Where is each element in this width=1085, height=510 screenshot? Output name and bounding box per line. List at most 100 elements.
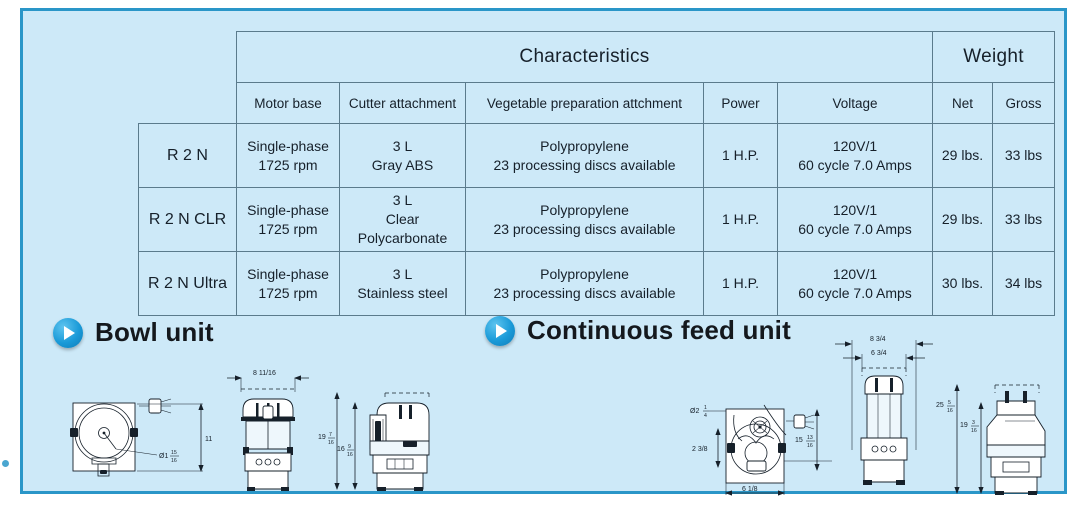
cell-vegetable-prep: Polypropylene 23 processing discs availa… [465,123,704,188]
line-1: Single-phase [247,137,329,154]
column-header-net: Net [932,82,994,124]
line-2: 60 cycle 7.0 Amps [798,220,912,237]
dim-width: 8 11/16 [253,370,276,377]
column-header-motor-base: Motor base [236,82,340,124]
table-column-header-row: Motor base Cutter attachment Vegetable p… [139,82,1056,124]
dim-height: 11 [205,436,212,443]
line-2: 1725 rpm [258,156,318,173]
table-row: R 2 N CLR Single-phase 1725 rpm 3 L Clea… [138,187,1056,252]
bowl-unit-top-view: Ø1 15 16 11 [61,386,236,491]
line-1: 120V/1 [832,201,878,218]
dim-height-whole: 15 [795,437,803,444]
line-2: Clear Polycarbonate [357,211,448,246]
dim-overall-height-whole: 25 [936,402,944,409]
group-header-weight: Weight [932,31,1056,83]
spec-panel: Characteristics Weight Motor base Cutter… [20,8,1067,496]
dim-height-den: 16 [807,443,813,449]
line-1: Polypropylene [540,137,629,154]
dim-feed-diameter-prefix: Ø2 [690,408,699,415]
column-header-power: Power [703,82,778,124]
dim-inner-width: 6 3/4 [871,350,887,357]
line-1: 120V/1 [832,265,878,282]
continuous-feed-top-view: Ø2 1 4 [668,391,833,503]
dim-body-height-num: 3 [972,420,975,426]
line-2: 23 processing discs available [493,156,676,173]
cell-voltage: 120V/1 60 cycle 7.0 Amps [776,251,934,316]
table-row: R 2 N Single-phase 1725 rpm 3 L Gray ABS… [138,123,1056,188]
line-2: 1725 rpm [258,284,318,301]
dim-width: 6 1/8 [742,486,758,493]
dim-overall-height-num: 7 [329,432,332,438]
line-1: Polypropylene [540,265,629,282]
cell-vegetable-prep: Polypropylene 23 processing discs availa… [465,251,704,316]
dim-overall-height-num: 5 [948,400,951,406]
dim-diameter-numerator: 15 [171,450,177,456]
table-row: R 2 N Ultra Single-phase 1725 rpm 3 L St… [138,251,1056,316]
group-header-blank [139,32,237,83]
line-2: 60 cycle 7.0 Amps [798,156,912,173]
section-header-bowl-unit: Bowl unit [53,317,214,348]
line-1: 120V/1 [832,137,878,154]
line-2: 23 processing discs available [493,220,676,237]
continuous-feed-height-dimension: 15 13 16 [791,406,841,476]
cell-net-weight: 30 lbs. [932,251,994,316]
specifications-table: Characteristics Weight Motor base Cutter… [138,31,1056,316]
section-title: Bowl unit [95,317,214,347]
dim-body-height-den: 16 [971,428,977,434]
line-1: 3 L [392,137,413,154]
line-1: Single-phase [247,201,329,218]
bowl-unit-front-view: 8 11/16 [223,363,343,498]
margin-tick [2,460,9,467]
dim-overall-height-den: 16 [947,408,953,414]
dim-bowl-height-whole: 16 [337,446,345,453]
line-2: Gray ABS [371,156,434,173]
cell-net-weight: 29 lbs. [932,123,994,188]
play-circle-icon [53,317,83,348]
dim-feed-diameter-num: 1 [704,405,707,411]
line-1: Single-phase [247,265,329,282]
cell-model: R 2 N [138,123,237,188]
line-2: 23 processing discs available [493,284,676,301]
dim-overall-height-den: 16 [328,440,334,446]
cell-vegetable-prep: Polypropylene 23 processing discs availa… [465,187,704,252]
dim-bowl-height-den: 16 [347,452,353,458]
continuous-feed-side-view: 25 5 16 19 3 16 [933,371,1058,506]
cell-cutter-attachment: 3 L Clear Polycarbonate [339,187,466,252]
line-2: 60 cycle 7.0 Amps [798,284,912,301]
dim-outer-width: 8 3/4 [870,336,886,343]
cell-model: R 2 N CLR [138,187,237,252]
bowl-unit-side-view: 19 7 16 16 9 16 [315,381,435,501]
cell-voltage: 120V/1 60 cycle 7.0 Amps [776,187,934,252]
continuous-feed-front-view: 8 3/4 6 3/4 [823,326,948,501]
column-header-gross: Gross [992,82,1056,124]
table-group-header-row: Characteristics Weight [139,31,1056,83]
cell-motor-base: Single-phase 1725 rpm [236,251,340,316]
cell-gross-weight: 34 lbs [992,251,1056,316]
column-header-cutter-attachment: Cutter attachment [339,82,466,124]
cell-cutter-attachment: 3 L Stainless steel [339,251,466,316]
dim-diameter-prefix: Ø1 [159,453,168,460]
cell-gross-weight: 33 lbs [992,123,1056,188]
section-header-continuous-feed-unit: Continuous feed unit [485,315,791,346]
play-circle-icon [485,315,515,346]
cell-power: 1 H.P. [703,187,778,252]
dim-bowl-height-num: 9 [348,444,351,450]
dim-height-num: 13 [807,435,813,441]
dim-diameter-denominator: 16 [171,458,177,464]
dim-depth: 2 3/8 [692,446,708,453]
group-header-characteristics: Characteristics [235,31,934,83]
dim-feed-diameter-den: 4 [704,413,707,419]
cell-power: 1 H.P. [703,123,778,188]
cell-cutter-attachment: 3 L Gray ABS [339,123,466,188]
line-1: 3 L [392,265,413,282]
column-header-vegetable-preparation: Vegetable preparation attchment [465,82,704,124]
column-header-model [139,83,237,124]
cell-gross-weight: 33 lbs [992,187,1056,252]
cell-power: 1 H.P. [703,251,778,316]
line-2: Stainless steel [357,284,448,301]
line-1: Polypropylene [540,201,629,218]
section-title: Continuous feed unit [527,315,791,345]
line-1: 3 L [392,192,413,209]
dim-body-height-whole: 19 [960,422,968,429]
